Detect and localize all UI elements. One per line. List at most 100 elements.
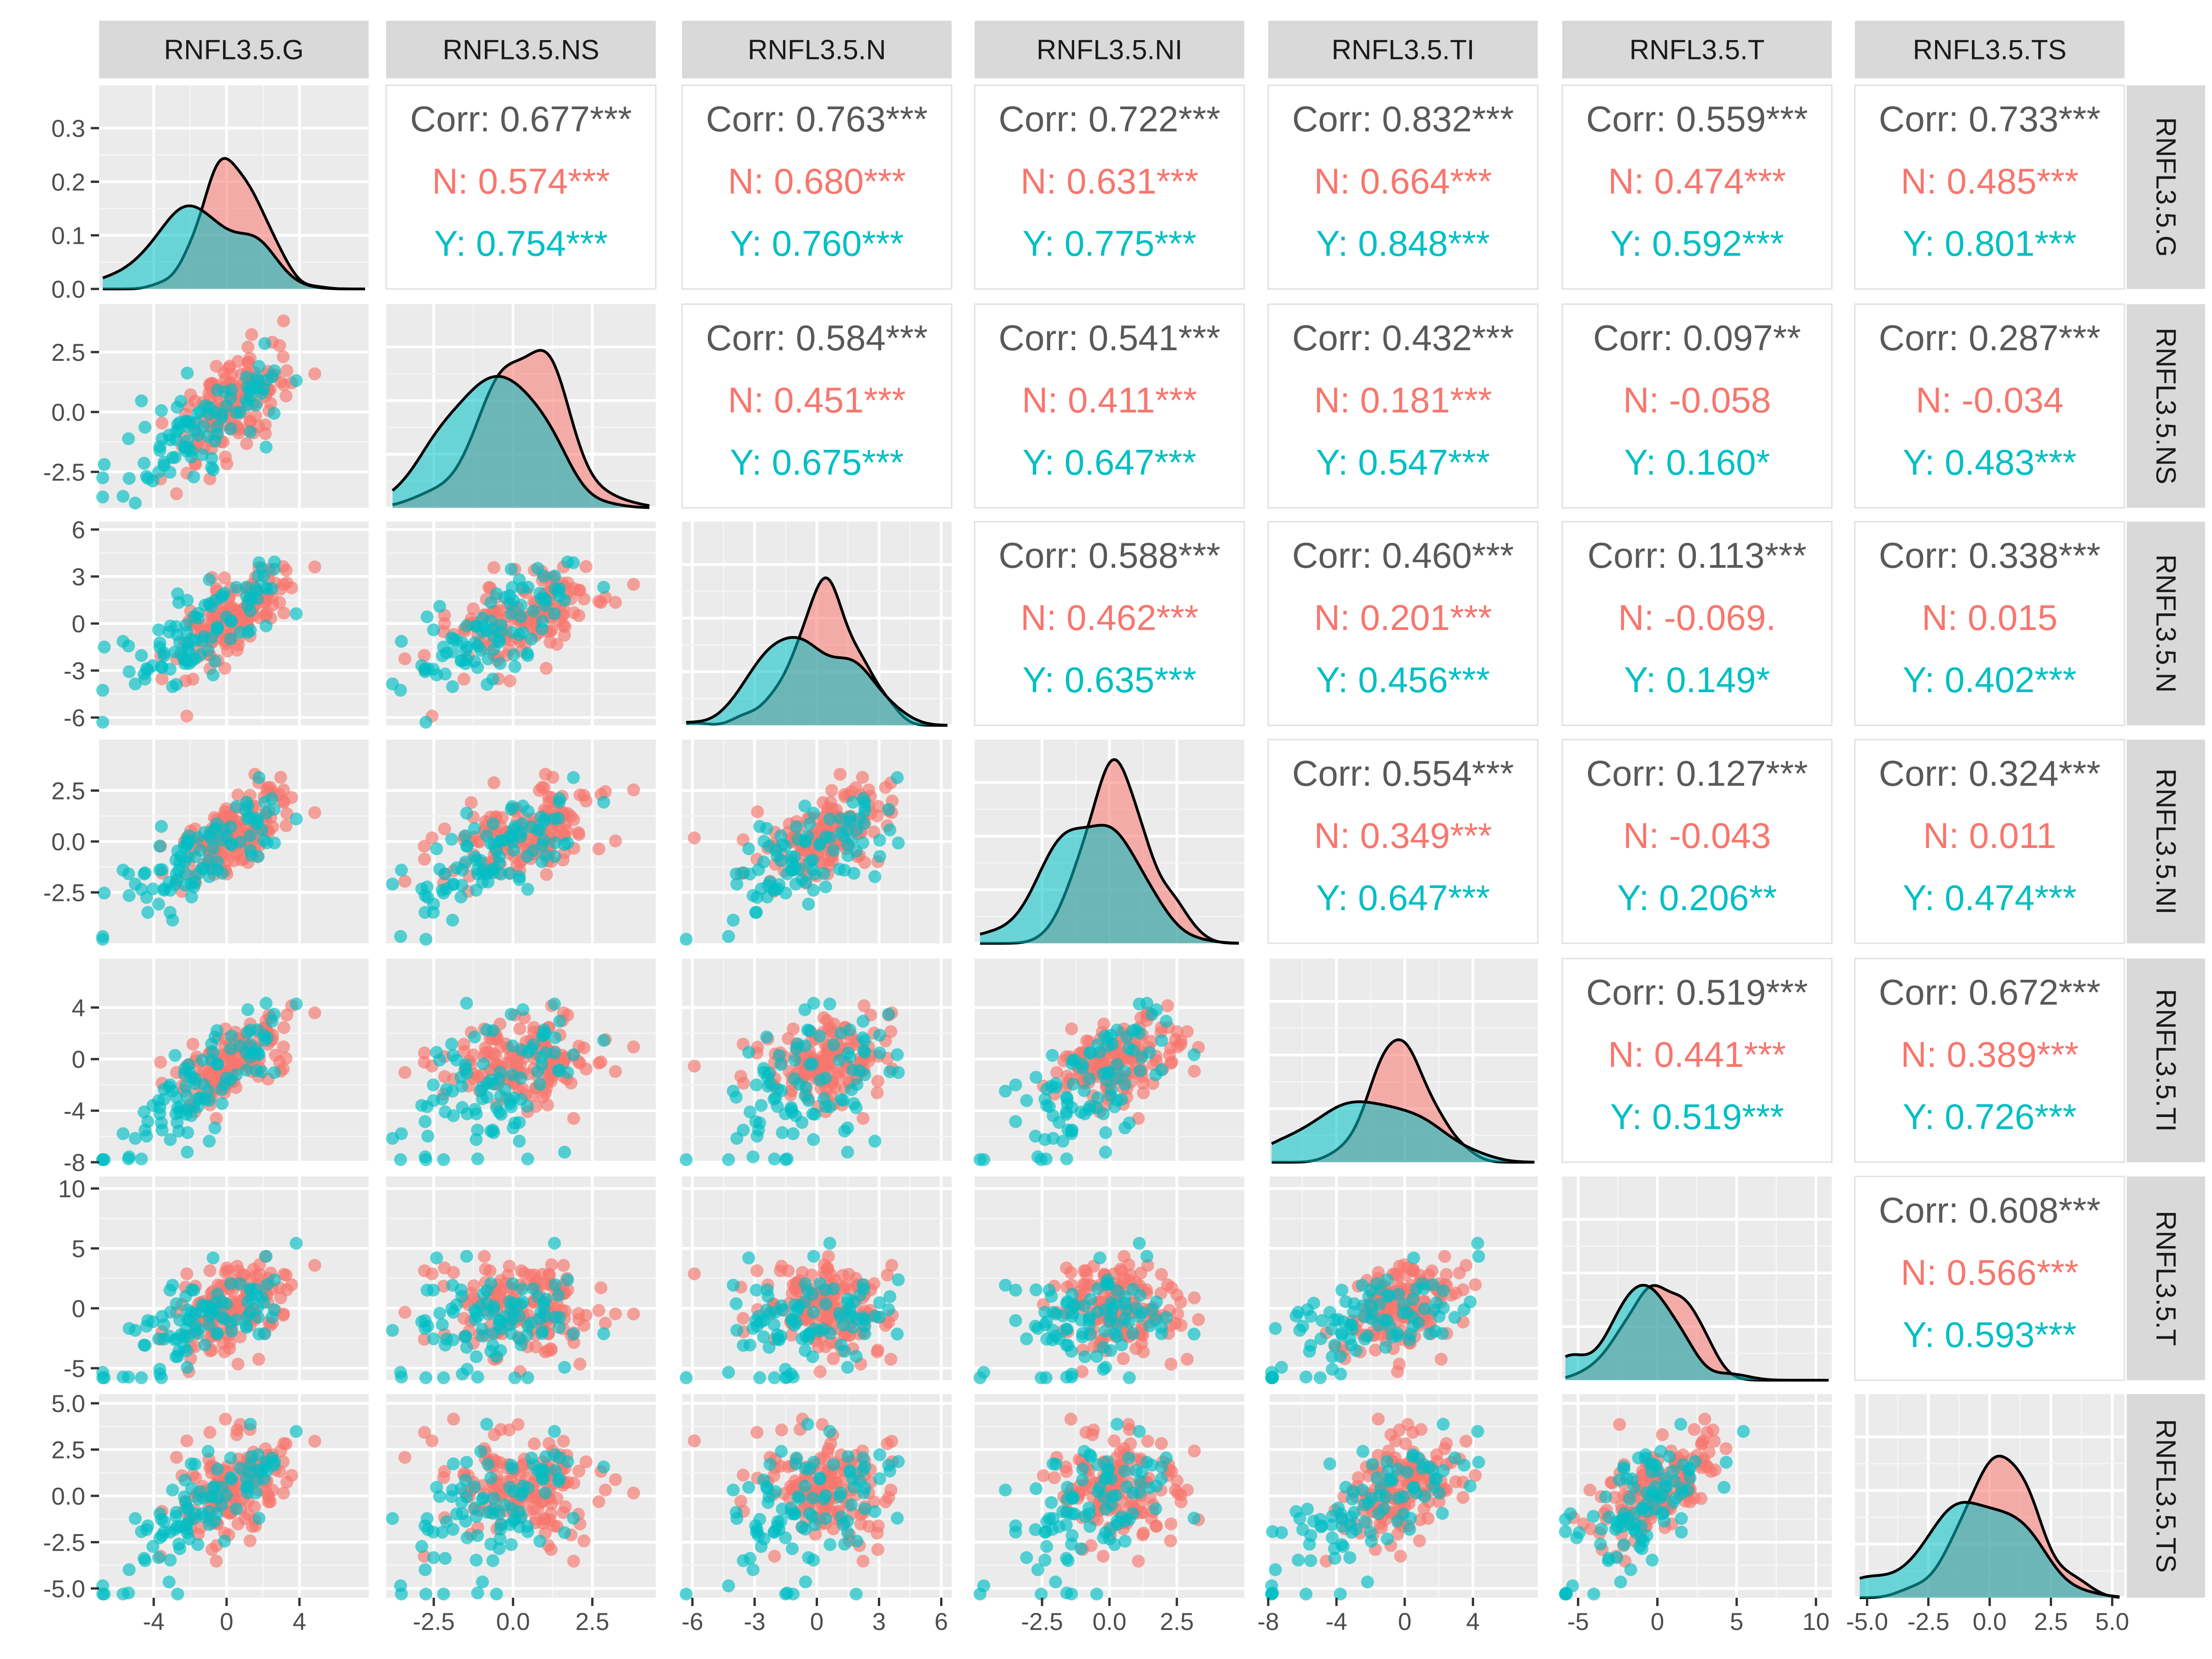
data-point: [446, 1278, 459, 1292]
scatter-points: [973, 1236, 1205, 1384]
data-point: [779, 1588, 792, 1600]
data-point: [545, 1497, 558, 1511]
data-point: [439, 667, 452, 681]
data-point: [567, 556, 580, 570]
data-point: [208, 1303, 222, 1317]
data-point: [394, 1366, 407, 1379]
data-point: [211, 622, 224, 635]
corr-group-y-label: Y: 0.474***: [1903, 877, 2077, 918]
data-point: [470, 1510, 483, 1523]
corr-overall-label: Corr: 0.287***: [1879, 318, 2100, 358]
data-point: [455, 1080, 469, 1093]
data-point: [743, 1338, 757, 1352]
data-point: [1083, 1046, 1096, 1059]
data-point: [849, 844, 863, 858]
data-point: [769, 1091, 782, 1105]
data-point: [1181, 1025, 1194, 1038]
data-point: [841, 1450, 855, 1463]
data-point: [609, 1065, 622, 1078]
data-point: [179, 1107, 193, 1121]
data-point: [561, 836, 574, 850]
data-point: [557, 1435, 570, 1448]
data-point: [180, 1434, 194, 1447]
data-point: [627, 1486, 640, 1500]
data-point: [471, 1371, 484, 1384]
data-point: [253, 1512, 265, 1525]
data-point: [420, 1283, 434, 1297]
density-line: [391, 375, 650, 509]
data-point: [1133, 1064, 1147, 1077]
data-point: [240, 589, 253, 603]
data-point: [516, 1282, 529, 1296]
data-point: [836, 1318, 850, 1332]
data-point: [289, 997, 303, 1011]
data-point: [169, 853, 182, 867]
data-point: [418, 1115, 432, 1128]
data-point: [181, 420, 194, 433]
data-point: [609, 834, 622, 847]
data-point: [750, 906, 763, 919]
data-point: [573, 584, 587, 597]
data-point: [1056, 1135, 1070, 1148]
corr-group-n-label: N: 0.566***: [1901, 1252, 2079, 1293]
data-point: [1155, 1034, 1168, 1047]
data-point: [856, 771, 869, 784]
data-point: [460, 1363, 474, 1376]
data-point: [1091, 1091, 1105, 1105]
data-point: [155, 417, 169, 430]
data-point: [249, 1486, 263, 1500]
data-point: [793, 1492, 806, 1505]
data-point: [1406, 1293, 1419, 1306]
data-point: [208, 655, 222, 668]
data-point: [1165, 1057, 1178, 1070]
data-point: [418, 889, 432, 902]
data-point: [179, 444, 192, 457]
data-point: [274, 771, 288, 784]
corr-group-y-label: Y: 0.456***: [1316, 659, 1490, 700]
data-point: [135, 1371, 148, 1384]
data-point: [1188, 1327, 1201, 1341]
data-point: [493, 1456, 506, 1469]
data-point: [218, 571, 231, 584]
data-point: [539, 1486, 552, 1500]
data-point: [1315, 1314, 1329, 1327]
data-point: [179, 1080, 192, 1093]
data-point: [285, 1278, 298, 1291]
data-point: [155, 1371, 168, 1384]
data-point: [846, 1321, 859, 1334]
data-point: [819, 880, 832, 894]
data-point: [418, 1056, 431, 1069]
data-point: [841, 823, 854, 836]
data-point: [754, 1099, 768, 1112]
data-point: [567, 1554, 580, 1568]
data-point: [1065, 1057, 1079, 1071]
data-point: [245, 328, 259, 341]
data-point: [1161, 1278, 1174, 1291]
row-strip-label: RNFL3.5.N: [2151, 554, 2182, 693]
data-point: [799, 1277, 812, 1290]
data-point: [224, 1277, 237, 1290]
column-strip-label: RNFL3.5.N: [747, 35, 886, 65]
corr-group-n-label: N: 0.389***: [1901, 1034, 2079, 1075]
data-point: [468, 655, 481, 668]
data-point: [833, 863, 846, 876]
data-point: [508, 660, 522, 673]
data-point: [433, 1306, 446, 1320]
data-point: [490, 587, 503, 600]
data-point: [540, 662, 553, 675]
scatter-points: [973, 1412, 1205, 1600]
data-point: [1108, 1100, 1121, 1113]
data-point: [858, 1068, 871, 1082]
data-point: [786, 1542, 799, 1555]
data-point: [761, 1080, 775, 1093]
corr-group-y-label: Y: 0.593***: [1903, 1314, 2077, 1355]
data-point: [734, 1070, 747, 1083]
density-area: [102, 158, 365, 289]
data-point: [285, 1469, 298, 1482]
data-point: [548, 997, 561, 1011]
data-point: [267, 407, 281, 420]
data-point: [537, 592, 551, 605]
data-point: [470, 620, 483, 633]
data-point: [597, 581, 610, 594]
data-point: [215, 1498, 228, 1512]
